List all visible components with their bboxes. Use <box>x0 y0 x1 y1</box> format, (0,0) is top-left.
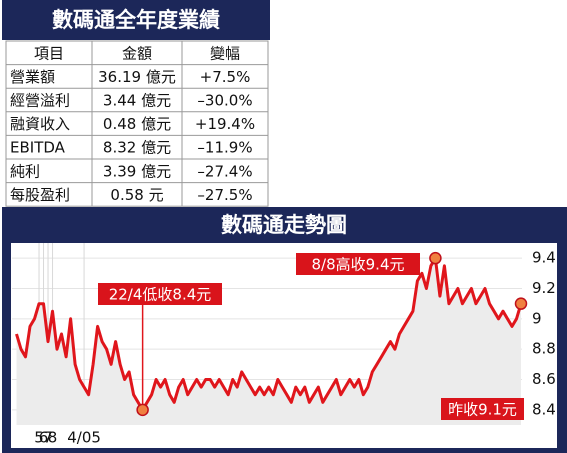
x-tick-label: 6 <box>39 429 49 447</box>
annotation-text: 22/4低收8.4元 <box>109 286 212 304</box>
annotation-box <box>296 253 420 275</box>
y-tick-label: 9.4 <box>532 249 556 267</box>
table-cell: 0.58 元 <box>110 186 163 204</box>
x-tick-label: 4/05 <box>67 429 101 447</box>
table-cell: 純利 <box>10 162 40 180</box>
table-cell: 36.19 億元 <box>98 68 176 86</box>
table-title: 數碼通全年度業績 <box>52 8 220 32</box>
table-cell: EBITDA <box>10 139 66 157</box>
table-cell: 3.44 億元 <box>103 92 171 110</box>
annotation-marker <box>514 297 528 310</box>
table-cell: +7.5% <box>200 68 251 86</box>
y-tick-label: 9.2 <box>532 279 556 297</box>
line <box>15 256 523 412</box>
table-header-cell: 金額 <box>122 44 152 62</box>
table-cell: 融資收入 <box>10 115 70 133</box>
table-cell: 8.32 億元 <box>103 139 171 157</box>
table-cell: –30.0% <box>197 92 252 110</box>
y-tick-label: 8.8 <box>532 340 556 358</box>
table-cell: 營業額 <box>10 68 55 86</box>
y-tick-label: 8.4 <box>532 400 556 418</box>
annotation-box <box>98 283 222 305</box>
table-cell: 每股盈利 <box>10 186 70 204</box>
y-tick-label: 8.6 <box>532 370 556 388</box>
annotation-box <box>441 398 524 420</box>
x-tick-label: 8 <box>48 429 58 447</box>
annotation-text: 昨收9.1元 <box>448 401 517 419</box>
table-cell: 經營溢利 <box>10 92 70 110</box>
x-tick-label: 5 <box>34 429 44 447</box>
annotation-marker <box>136 403 149 417</box>
table-cell: –27.5% <box>197 186 252 204</box>
table-cell: 0.48 億元 <box>103 115 171 133</box>
table-body <box>5 40 269 207</box>
chart-title: 數碼通走勢圖 <box>221 213 347 237</box>
table-cell: –27.4% <box>197 162 252 180</box>
table-title-bar <box>2 0 270 40</box>
table-header-cell: 變幅 <box>210 44 240 62</box>
annotation-text: 8/8高收9.4元 <box>312 256 405 274</box>
table-cell: 3.39 億元 <box>103 162 171 180</box>
y-tick-label: 9 <box>532 309 542 327</box>
x-tick-label: 7 <box>43 429 53 447</box>
table-header-cell: 項目 <box>34 44 64 62</box>
table-cell: +19.4% <box>195 115 255 133</box>
table-cell: –11.9% <box>197 139 252 157</box>
annotation-marker <box>429 251 442 265</box>
area <box>16 258 521 425</box>
